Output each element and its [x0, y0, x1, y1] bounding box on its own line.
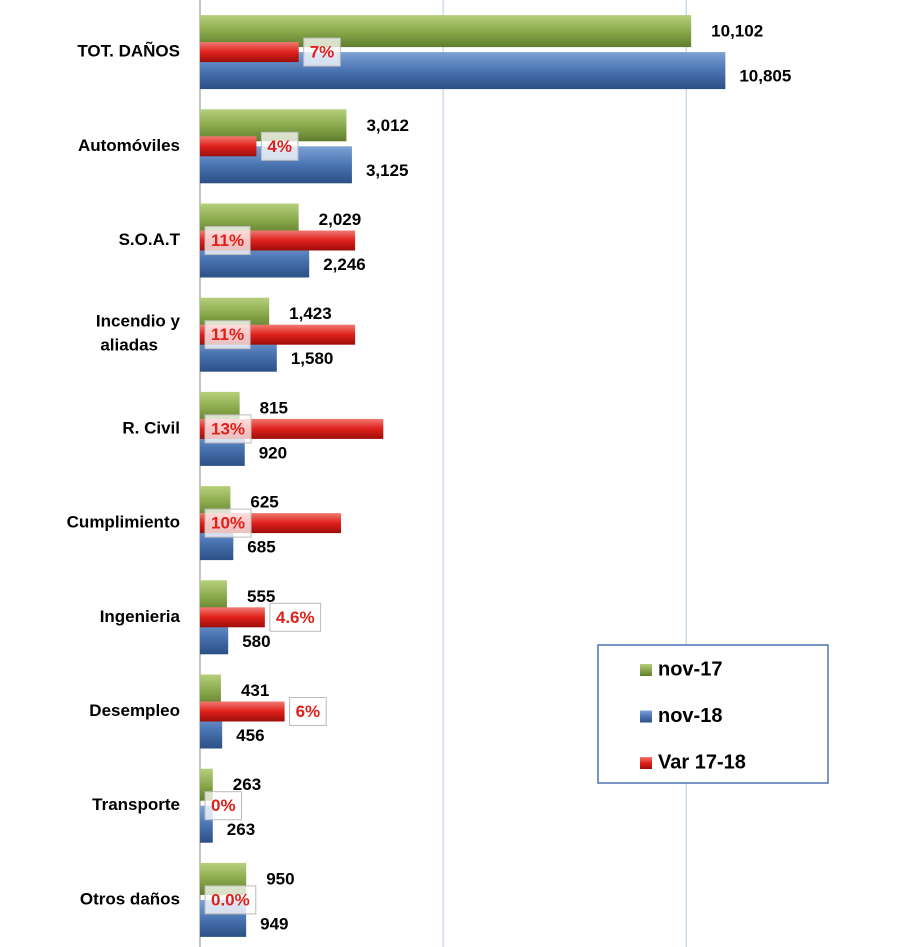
- data-label: 1,423: [289, 304, 332, 323]
- data-label: 263: [233, 775, 261, 794]
- data-label-box: [303, 37, 341, 67]
- data-label: 580: [242, 632, 270, 651]
- category-label: Ingenieria: [100, 607, 181, 626]
- data-label-box: [204, 226, 251, 255]
- category-label: TOT. DAÑOS: [77, 41, 180, 61]
- category-label: Cumplimiento: [67, 513, 180, 532]
- bar: [200, 42, 299, 63]
- legend-swatch: [640, 710, 652, 723]
- bar: [200, 674, 221, 707]
- category-label: Transporte: [92, 795, 180, 814]
- data-label: 7%: [310, 43, 335, 62]
- data-label: 815: [260, 398, 288, 417]
- data-label: 2,029: [319, 210, 362, 229]
- category-label: Desempleo: [89, 701, 180, 720]
- data-label: 555: [247, 587, 275, 606]
- legend-box: [597, 644, 829, 784]
- data-label-box: [204, 414, 252, 444]
- category-label: Automóviles: [78, 136, 180, 155]
- data-label: 11%: [211, 231, 244, 250]
- legend-swatch: [640, 757, 652, 769]
- data-label: 0.0%: [211, 890, 250, 909]
- category-label-line: Incendio y: [96, 312, 181, 331]
- data-label-box: [269, 602, 322, 632]
- data-label-box: [260, 131, 299, 161]
- bar: [200, 136, 257, 157]
- data-label: 13%: [211, 419, 245, 438]
- bar: [200, 15, 692, 48]
- data-label-box: [204, 320, 251, 350]
- data-label: 685: [247, 538, 275, 557]
- data-label: 0%: [211, 796, 236, 815]
- legend-label: nov-17: [658, 658, 722, 680]
- data-label: 625: [250, 493, 278, 512]
- data-label-box: [204, 885, 257, 915]
- data-label: 10,102: [711, 22, 763, 41]
- data-label: 3,125: [366, 161, 409, 180]
- data-label-box: [204, 791, 243, 821]
- legend-swatch: [640, 664, 652, 676]
- category-label: Otros daños: [80, 889, 180, 908]
- data-label: 263: [227, 820, 255, 839]
- data-label: 431: [241, 681, 269, 700]
- data-label: 456: [236, 726, 264, 745]
- data-label: 4.6%: [276, 608, 315, 627]
- category-label: S.O.A.T: [119, 230, 181, 249]
- bar: [200, 580, 227, 613]
- data-label-box: [204, 508, 252, 538]
- legend-label: Var 17-18: [658, 751, 746, 773]
- category-label: Incendio y aliadas: [96, 312, 181, 355]
- data-label: 2,246: [323, 255, 366, 274]
- data-label: 10%: [211, 514, 245, 533]
- data-label-box: [289, 697, 327, 726]
- data-label: 4%: [267, 137, 292, 156]
- data-label: 920: [259, 443, 287, 462]
- data-label: 11%: [211, 325, 244, 344]
- data-label: 1,580: [291, 349, 334, 368]
- data-label: 950: [266, 869, 294, 888]
- bar: [200, 607, 265, 628]
- category-label: R. Civil: [122, 418, 180, 437]
- category-label-line: aliadas: [100, 336, 158, 355]
- data-label: 949: [260, 914, 288, 933]
- data-label: 10,805: [739, 67, 791, 86]
- legend-label: nov-18: [658, 705, 722, 727]
- data-label: 6%: [296, 702, 321, 721]
- data-label: 3,012: [366, 116, 409, 135]
- bar: [200, 701, 285, 722]
